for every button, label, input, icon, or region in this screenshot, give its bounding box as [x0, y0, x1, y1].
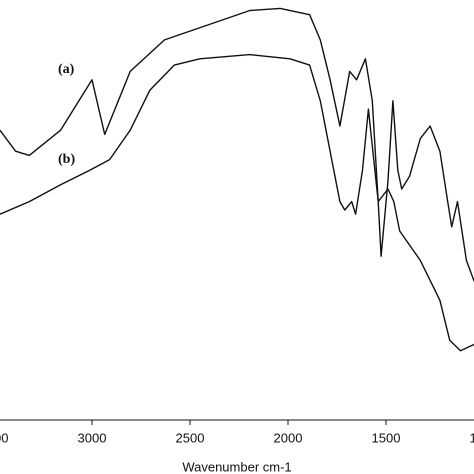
x-tick-label: 3000	[78, 430, 107, 445]
x-tick-label: 1500	[372, 430, 401, 445]
x-tick-label: 2500	[176, 430, 205, 445]
x-tick-label: 1000	[470, 430, 474, 445]
series-label: (b)	[58, 152, 75, 167]
spectrum-line	[0, 53, 474, 352]
spectrum-line	[0, 7, 474, 282]
series-label: (a)	[58, 62, 75, 77]
x-tick-label: 2000	[274, 430, 303, 445]
x-axis-label: Wavenumber cm-1	[182, 459, 291, 474]
x-tick-label: 3500	[0, 430, 8, 445]
